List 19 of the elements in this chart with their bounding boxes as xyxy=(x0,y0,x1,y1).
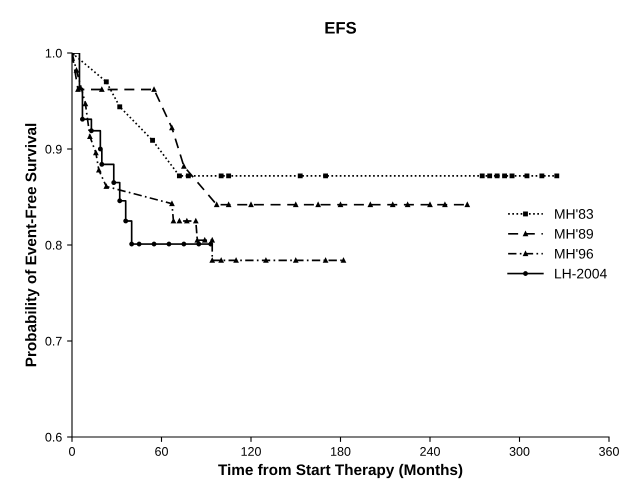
y-tick-label: 1.0 xyxy=(46,48,62,58)
x-tick-label: 120 xyxy=(242,447,261,456)
y-tick-label: 0.8 xyxy=(45,240,62,250)
x-tick-label: 360 xyxy=(599,447,619,456)
legend-label: MH'83 xyxy=(555,209,594,219)
x-tick-label: 180 xyxy=(331,447,350,456)
y-axis-title: Probability of Event-Free Survival xyxy=(25,124,40,366)
x-tick-label: 300 xyxy=(510,447,530,456)
legend-label: MH'89 xyxy=(555,228,594,239)
x-tick-label: 60 xyxy=(155,447,168,456)
y-tick-label: 0.7 xyxy=(45,336,62,346)
chart-title: EFS xyxy=(325,22,356,34)
legend-label: MH'96 xyxy=(555,248,594,259)
y-tick-label: 0.9 xyxy=(45,144,62,154)
x-tick-label: 0 xyxy=(69,447,75,456)
x-axis-title: Time from Start Therapy (Months) xyxy=(218,464,462,478)
y-tick-label: 0.6 xyxy=(45,432,62,442)
legend-label: LH-2004 xyxy=(555,268,607,279)
x-tick-label: 240 xyxy=(420,447,440,456)
